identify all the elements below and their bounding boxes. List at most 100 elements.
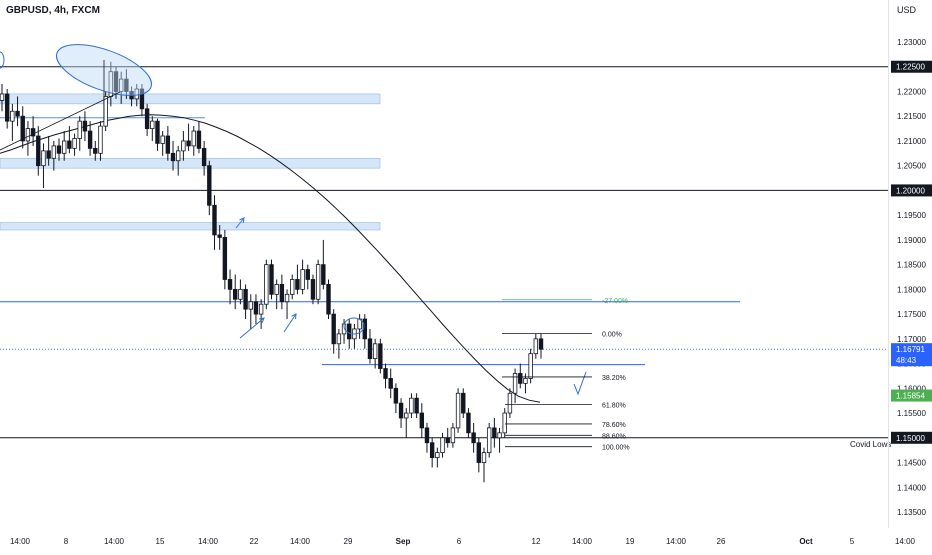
candle-body: [217, 234, 222, 238]
fib-level-label: 0.00%: [602, 331, 622, 338]
price-label-bg: [891, 354, 932, 367]
candle-body: [471, 432, 476, 444]
candle-body: [46, 150, 51, 159]
candle-body: [238, 288, 243, 300]
candle-body: [233, 288, 238, 300]
fibonacci-retracement: -27.00% 0.00% 38.20% 61.80% 78.60% 88.60% 100.…: [502, 298, 630, 452]
y-tick-label: 1.21000: [897, 137, 926, 146]
candle-body: [528, 353, 533, 379]
x-tick-label: Sep: [396, 537, 411, 546]
candle-body: [61, 140, 67, 154]
y-tick-label: 1.15500: [897, 409, 926, 418]
candle-body: [409, 397, 414, 414]
candle-body: [305, 269, 310, 280]
candle-body: [310, 279, 316, 300]
price-label-bg: [891, 343, 932, 356]
candle-body: [139, 88, 145, 110]
highlight-ellipse-edge: [0, 51, 5, 69]
candle-body: [290, 279, 295, 295]
x-tick-label: 6: [457, 537, 462, 546]
y-tick-label: 1.14500: [897, 459, 926, 468]
candle-body: [4, 93, 10, 122]
price-label-text: 48:43: [896, 356, 917, 365]
x-tick-label: 12: [532, 537, 541, 546]
x-tick-label: 15: [156, 537, 165, 546]
arrow-up-right: [235, 217, 245, 229]
x-tick-label: 14:00: [104, 537, 125, 546]
candle-body: [56, 145, 62, 154]
candle-body: [20, 115, 25, 142]
candle-body: [264, 264, 269, 305]
candle-body: [419, 412, 424, 429]
x-tick-label: 26: [717, 537, 726, 546]
price-label-bg: [891, 431, 932, 444]
candle-body: [414, 397, 419, 414]
fib-level-label: 100.00%: [602, 445, 630, 452]
candle-body: [497, 432, 502, 439]
chart-title: GBPUSD, 4h, FXCM: [6, 5, 100, 16]
x-tick-label: 29: [344, 537, 353, 546]
arrow-up-right: [283, 313, 297, 333]
candle-body: [36, 135, 41, 167]
candle-body: [321, 264, 326, 285]
y-tick-label: 1.20500: [897, 162, 926, 171]
candle-body: [398, 402, 404, 419]
y-tick-label: 1.21500: [897, 112, 926, 121]
y-tick-label: 1.22000: [897, 87, 926, 96]
fib-level-label: 88.60%: [602, 433, 626, 440]
candle-body: [113, 71, 119, 92]
currency-label: USD: [897, 5, 917, 15]
candle-body: [67, 140, 72, 149]
candle-body: [404, 412, 409, 419]
candle-body: [253, 301, 259, 315]
fib-level-label: -27.00%: [602, 298, 628, 305]
candle-body: [41, 150, 46, 167]
x-tick-label: 14:00: [290, 537, 311, 546]
candle-body: [518, 373, 523, 384]
x-tick-label: 14:00: [666, 537, 687, 546]
candle-body: [440, 437, 445, 454]
x-tick-label: 19: [626, 537, 635, 546]
candle-body: [222, 237, 228, 280]
candle-body: [227, 279, 233, 290]
candle-body: [331, 313, 336, 345]
y-tick-label: 1.14000: [897, 483, 926, 492]
candle-body: [336, 333, 342, 345]
candle-body: [372, 343, 378, 360]
candle-body: [300, 269, 305, 290]
x-tick-label: 14:00: [10, 537, 31, 546]
candle-body: [87, 130, 93, 149]
x-tick-label: 8: [64, 537, 69, 546]
chart-drawings: [0, 44, 587, 396]
candle-body: [429, 442, 435, 458]
x-tick-label: 5: [850, 537, 855, 546]
x-tick-label: 22: [250, 537, 259, 546]
candle-body: [72, 138, 77, 149]
annotation-label: Covid Lows: [850, 440, 891, 449]
candle-body: [98, 125, 103, 154]
candle-body: [315, 264, 321, 300]
candle-body: [326, 284, 331, 315]
candle-body: [279, 284, 285, 303]
zone-2: [0, 222, 381, 231]
y-tick-label: 1.19000: [897, 236, 926, 245]
highlight-ellipse-small: [343, 317, 365, 335]
candle-body: [0, 93, 5, 101]
time-axis[interactable]: 14:00 8 14:00 15 14:00 22 14:00 29 Sep 6 12 14:00 19…: [10, 537, 916, 546]
arrow-up-right-head: [291, 313, 297, 320]
y-tick-label: 1.19500: [897, 211, 926, 220]
candle-body: [124, 78, 129, 92]
candle-body: [492, 427, 497, 439]
zone-1: [0, 157, 381, 169]
candle-body: [155, 120, 160, 144]
y-tick-label: 1.16000: [897, 384, 926, 393]
candle-body: [212, 204, 217, 236]
candle-body: [347, 323, 352, 340]
candle-body: [25, 128, 31, 142]
price-axis-divider: [888, 0, 889, 528]
candle-body: [295, 279, 300, 290]
arrow-up-right-head: [258, 317, 265, 323]
